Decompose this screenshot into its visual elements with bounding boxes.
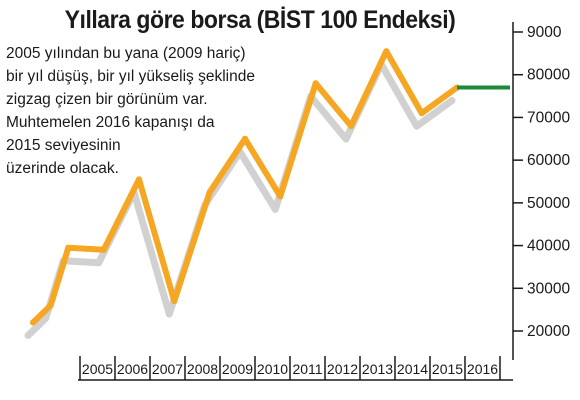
x-tick-label: 2005 [82, 361, 113, 377]
annotation-line: 2005 yılından bu yana (2009 hariç) [6, 45, 246, 62]
y-tick-label: 70000 [527, 109, 570, 126]
data-point [312, 80, 319, 87]
x-tick-label: 2012 [327, 361, 358, 377]
y-tick-label: 50000 [527, 195, 570, 212]
y-tick-label: 9000 [527, 24, 562, 41]
x-tick-label: 2010 [257, 361, 288, 377]
data-point [171, 298, 178, 305]
x-tick-label: 2013 [362, 361, 393, 377]
annotation-line: Muhtemelen 2016 kapanışı da [6, 114, 215, 131]
x-tick-label: 2008 [187, 361, 218, 377]
x-tick-label: 2015 [432, 361, 463, 377]
annotation-line: 2015 seviyesinin [6, 137, 121, 154]
y-tick-label: 30000 [527, 280, 570, 297]
data-point [65, 244, 72, 251]
x-tick-label: 2007 [152, 361, 183, 377]
data-point [383, 48, 390, 55]
y-tick-label: 80000 [527, 67, 570, 84]
x-tick-label: 2006 [117, 361, 148, 377]
chart-annotation: 2005 yılından bu yana (2009 hariç) bir y… [6, 42, 276, 180]
data-point [136, 176, 142, 183]
data-point [206, 189, 213, 196]
series-line [30, 48, 460, 326]
annotation-line: zigzag çizen bir görünüm var. [6, 91, 208, 108]
data-point [30, 319, 36, 326]
data-point [418, 110, 425, 117]
x-tick-label: 2016 [467, 361, 498, 377]
data-point [277, 193, 284, 200]
data-point [242, 135, 248, 142]
annotation-line: üzerinde olacak. [6, 160, 119, 177]
axes: 9000 80000 70000 60000 50000 40000 30000 20000 2… [78, 22, 570, 381]
data-point [47, 302, 54, 309]
data-point [100, 246, 107, 253]
annotation-line: bir yıl düşüş, bir yıl yükseliş şeklinde [6, 68, 255, 85]
x-tick-label: 2014 [397, 361, 428, 377]
y-tick-label: 40000 [527, 238, 570, 255]
data-point [348, 123, 354, 129]
x-tick-label: 2011 [292, 361, 322, 377]
y-tick-label: 20000 [527, 323, 570, 340]
chart-title: Yıllara göre borsa (BİST 100 Endeksi) [64, 6, 456, 34]
x-tick-label: 2009 [222, 361, 253, 377]
y-tick-label: 60000 [527, 152, 570, 169]
